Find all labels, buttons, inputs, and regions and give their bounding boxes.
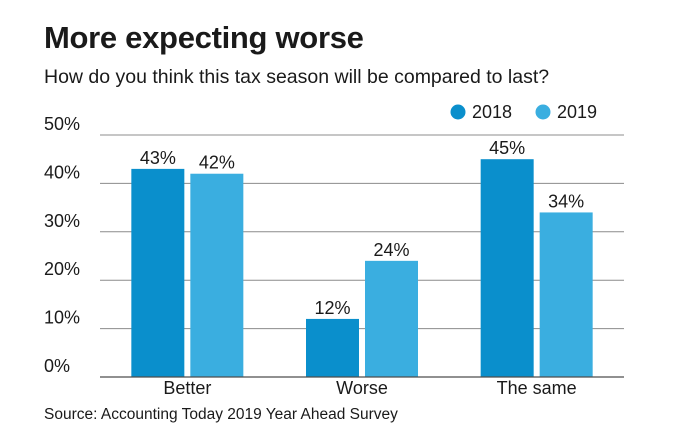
legend: 2018 2019	[450, 102, 597, 122]
y-tick-label: 10%	[44, 308, 80, 328]
data-label: 43%	[140, 148, 176, 168]
y-tick-label: 40%	[44, 162, 80, 182]
legend-label-2019: 2019	[557, 102, 597, 122]
bar-2018-0	[131, 168, 185, 377]
legend-swatch-2018	[450, 104, 466, 120]
x-tick-label: Better	[163, 378, 211, 398]
y-tick-label: 30%	[44, 211, 80, 231]
legend-swatch-2019	[535, 104, 551, 120]
y-tick-label: 50%	[44, 114, 80, 134]
bar-2018-1	[306, 318, 359, 377]
chart-source: Source: Accounting Today 2019 Year Ahead…	[44, 406, 398, 423]
data-label: 12%	[314, 298, 350, 318]
bar-2019-2	[539, 212, 593, 377]
bars	[131, 159, 593, 377]
chart-subtitle: How do you think this tax season will be…	[44, 66, 550, 88]
legend-label-2018: 2018	[472, 102, 512, 122]
x-tick-label: Worse	[336, 378, 388, 398]
data-label: 24%	[373, 240, 409, 260]
data-label: 45%	[489, 138, 525, 158]
y-tick-label: 20%	[44, 259, 80, 279]
axes: 0% 10% 20% 30% 40% 50% Better Worse The same	[44, 114, 624, 398]
x-tick-label: The same	[497, 378, 577, 398]
data-label: 34%	[548, 191, 584, 211]
bar-2019-1	[365, 260, 418, 377]
chart-title: More expecting worse	[44, 20, 364, 55]
y-tick-label: 0%	[44, 356, 70, 376]
bar-2018-2	[480, 159, 534, 377]
bar-2019-0	[190, 173, 244, 377]
data-label: 42%	[199, 153, 235, 173]
gridlines	[100, 134, 624, 330]
data-labels: 43% 42% 12% 24% 45% 34%	[140, 138, 584, 318]
